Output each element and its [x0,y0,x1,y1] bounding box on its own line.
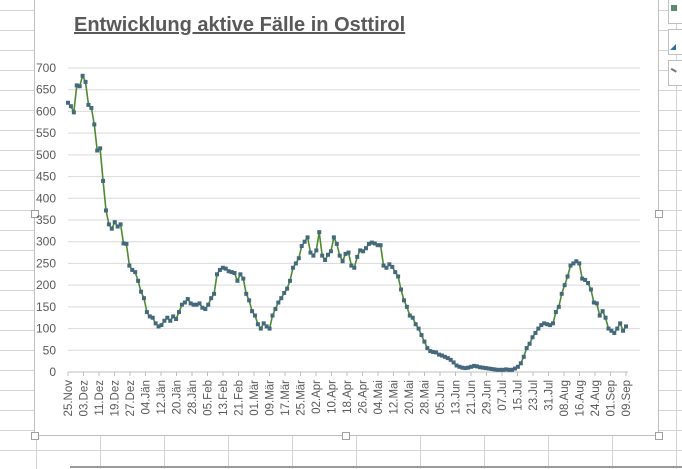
resize-handle-right[interactable] [655,210,663,218]
plus-icon [671,5,677,11]
chart-filters-button[interactable] [668,60,682,86]
chart-elements-button[interactable] [668,0,682,24]
chart-area[interactable] [34,0,659,436]
chart-styles-button[interactable] [668,29,682,55]
resize-handle-bottom-right[interactable] [655,432,663,440]
filter-icon [669,67,677,76]
brush-icon [670,44,676,50]
resize-handle-bottom[interactable] [342,432,350,440]
worksheet-divider [70,466,682,468]
chart-title[interactable]: Entwicklung aktive Fälle in Osttirol [74,14,406,36]
resize-handle-bottom-left[interactable] [31,432,39,440]
resize-handle-left[interactable] [31,210,39,218]
